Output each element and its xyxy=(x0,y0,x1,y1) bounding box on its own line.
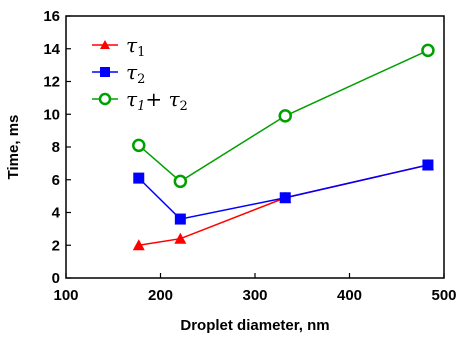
data-point-triangle xyxy=(174,232,187,244)
legend-sub-sum-2: 2 xyxy=(180,99,188,114)
legend-item-tau1: τ1 xyxy=(92,33,145,60)
legend-plus-tau: + τ xyxy=(145,87,180,111)
data-point-circle xyxy=(173,174,188,189)
legend-marker-triangle xyxy=(100,40,110,49)
y-tick-label: 14 xyxy=(43,41,60,58)
legend-sub-tau1: 1 xyxy=(137,45,145,60)
svg-text:τ1: τ1 xyxy=(126,33,145,60)
y-axis: 0 2 4 6 8 10 12 14 16 xyxy=(43,8,71,287)
legend-marker-square xyxy=(100,67,110,77)
x-tick-label: 500 xyxy=(431,287,456,304)
y-tick-label: 12 xyxy=(43,74,60,91)
x-axis-label: Droplet diameter, nm xyxy=(180,317,329,334)
series-line-square xyxy=(138,164,429,220)
data-point-square xyxy=(422,159,434,171)
y-tick-label: 0 xyxy=(52,270,60,287)
y-tick-label: 10 xyxy=(43,106,60,123)
plot-area xyxy=(65,15,445,279)
legend-label-sum-tau: τ xyxy=(126,87,138,111)
x-tick-label: 400 xyxy=(337,287,362,304)
data-point-square xyxy=(279,192,291,204)
data-point-square xyxy=(174,213,186,225)
y-tick-label: 8 xyxy=(52,139,60,156)
legend-label-tau1: τ xyxy=(126,33,138,57)
y-tick-label: 2 xyxy=(52,237,60,254)
data-point-circle xyxy=(421,43,435,58)
legend-sub-sum-1: 1 xyxy=(137,99,145,114)
series-layer xyxy=(132,43,435,251)
y-axis-label: Time, ms xyxy=(5,115,22,180)
x-axis: 100 200 300 400 500 xyxy=(53,273,457,304)
data-point-triangle xyxy=(132,239,145,251)
y-tick-label: 16 xyxy=(43,8,60,25)
data-point-circle xyxy=(278,109,292,123)
legend-label-tau2: τ xyxy=(126,60,138,84)
legend-item-tau2: τ2 xyxy=(92,60,145,87)
series-line-circle xyxy=(138,49,429,183)
svg-text:τ2: τ2 xyxy=(126,60,145,87)
svg-text:τ1+ τ2: τ1+ τ2 xyxy=(126,87,188,114)
legend-marker-circle xyxy=(98,92,112,106)
data-point-circle xyxy=(132,138,146,153)
x-tick-label: 300 xyxy=(242,287,267,304)
legend: τ1 τ2 τ1+ τ2 xyxy=(92,33,188,114)
x-tick-label: 200 xyxy=(148,287,173,304)
legend-sub-tau2: 2 xyxy=(137,72,145,87)
y-tick-label: 6 xyxy=(52,172,60,189)
x-tick-label: 100 xyxy=(53,287,78,304)
y-tick-label: 4 xyxy=(52,205,61,222)
data-point-square xyxy=(133,172,145,184)
legend-item-sum: τ1+ τ2 xyxy=(92,87,188,114)
